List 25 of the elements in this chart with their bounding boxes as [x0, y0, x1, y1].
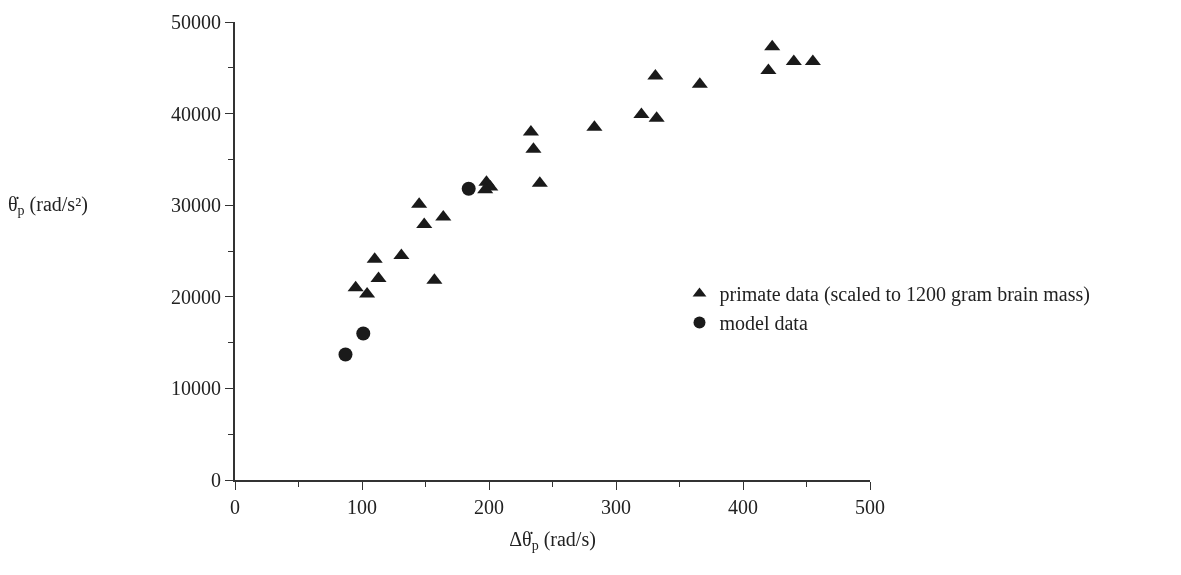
- point: [633, 107, 650, 119]
- x-tick-label: 400: [728, 496, 758, 518]
- x-tick-label: 100: [347, 496, 377, 518]
- point: [760, 63, 777, 75]
- point: [393, 248, 410, 260]
- point: [461, 181, 476, 196]
- x-tick-label: 500: [855, 496, 885, 518]
- y-tick-label: 30000: [171, 194, 221, 217]
- legend-label: primate data (scaled to 1200 gram brain mass): [719, 283, 1090, 307]
- legend-label: model data: [719, 312, 808, 335]
- point: [338, 347, 353, 362]
- y-tick-label: 40000: [171, 102, 221, 125]
- point: [764, 39, 781, 51]
- point: [347, 280, 364, 292]
- x-tick-label: 200: [474, 496, 504, 518]
- point: [522, 124, 539, 136]
- x-tick-label: 300: [601, 496, 631, 518]
- point: [356, 326, 371, 341]
- y-tick-label: 0: [211, 469, 221, 491]
- y-tick-label: 20000: [171, 285, 221, 308]
- y-tick-label: 50000: [171, 11, 221, 33]
- y-axis-title: θ̇$_{p}$ (rad/s²): [8, 193, 88, 219]
- x-axis-title: Δθ̇$_{p}$ (rad/s): [509, 528, 596, 554]
- x-tick-label: 0: [230, 496, 240, 518]
- y-tick-label: 10000: [171, 377, 221, 400]
